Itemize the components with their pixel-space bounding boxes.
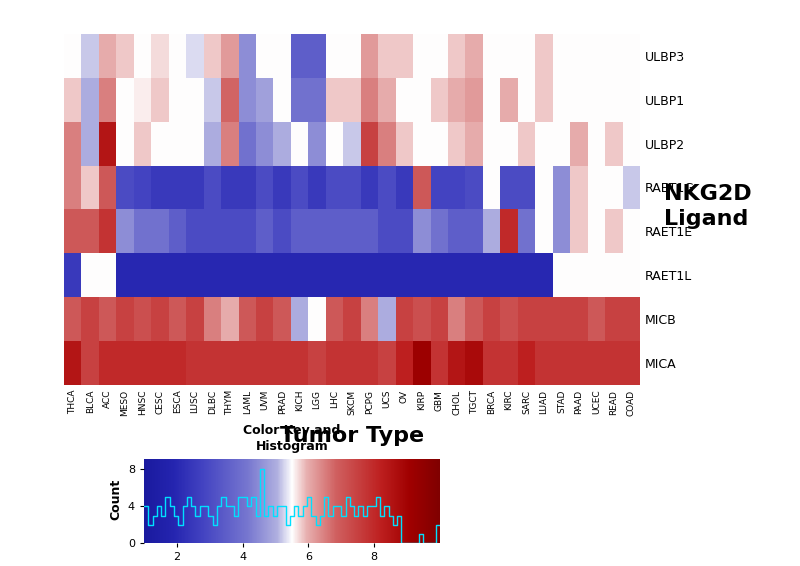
Text: NKG2D
Ligand: NKG2D Ligand — [664, 184, 752, 229]
Text: Tumor Type: Tumor Type — [280, 426, 424, 446]
Title: Color Key and
Histogram: Color Key and Histogram — [243, 424, 341, 453]
Y-axis label: Count: Count — [110, 479, 122, 520]
